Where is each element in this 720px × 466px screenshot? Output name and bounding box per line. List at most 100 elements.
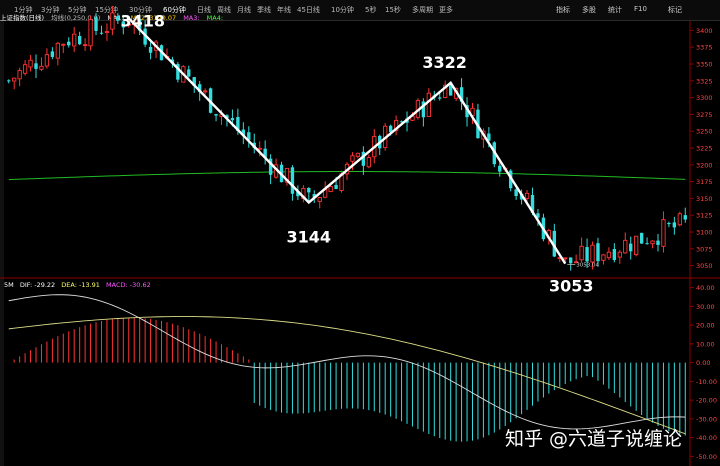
candle-body: [7, 80, 11, 82]
candle-body: [296, 191, 300, 197]
macd-tick-label: 20.00: [696, 322, 715, 330]
candle-body: [334, 184, 338, 189]
candle-body: [176, 64, 180, 80]
price-tick-label: 3300: [696, 94, 713, 102]
candle-body: [667, 222, 671, 225]
tab-period-15[interactable]: 多周期: [412, 6, 433, 14]
candle-body: [148, 46, 153, 53]
candle-body: [661, 219, 666, 247]
toolbar-button-2[interactable]: 统计: [608, 6, 622, 14]
candle-body: [563, 257, 568, 260]
stock-name: 上证指数(日线): [0, 14, 45, 22]
candle-body: [683, 215, 687, 220]
candle-body: [465, 105, 469, 118]
dea-value: DEA: -13.91: [61, 281, 100, 289]
tab-period-1[interactable]: 3分钟: [41, 6, 60, 14]
pivot-label: 3322: [422, 53, 467, 72]
tab-period-12[interactable]: 10分钟: [331, 6, 354, 14]
toolbar-button-4[interactable]: 标记: [668, 6, 682, 14]
candle-body: [645, 243, 649, 245]
tab-period-3[interactable]: 15分钟: [95, 6, 118, 14]
candle-body: [498, 165, 502, 172]
candle-body: [569, 257, 573, 264]
candle-body: [448, 85, 453, 96]
macd-tick-label: 10.00: [696, 340, 715, 348]
tab-period-10[interactable]: 年线: [277, 6, 291, 14]
price-tick-label: 3275: [696, 111, 713, 119]
candle-body: [257, 147, 262, 150]
price-tick-label: 3050: [696, 262, 713, 270]
candle-body: [214, 114, 218, 116]
candle-body: [530, 195, 535, 213]
candle-body: [225, 115, 229, 119]
candle-body: [601, 254, 606, 261]
candle-body: [307, 187, 311, 193]
tab-period-7[interactable]: 周线: [217, 6, 231, 14]
macd-tick-label: -50.00: [696, 453, 717, 461]
dif-line: [8, 294, 686, 430]
toolbar-button-1[interactable]: 多股: [582, 6, 596, 14]
indicator-name: 均线(0,250,0,0): [51, 14, 101, 22]
candle-body: [197, 84, 202, 93]
tab-period-5[interactable]: 60分钟: [163, 6, 186, 14]
macd-tick-label: 30.00: [696, 303, 715, 311]
tab-period-2[interactable]: 5分钟: [68, 6, 87, 14]
candle-body: [361, 151, 366, 166]
candle-body: [241, 129, 246, 136]
candle-body: [650, 240, 655, 245]
tab-period-13[interactable]: 5秒: [365, 6, 377, 14]
price-tick-label: 3250: [696, 128, 713, 136]
tab-period-14[interactable]: 15秒: [385, 6, 401, 14]
candle-body: [110, 12, 115, 30]
macd-period: 5M: [4, 281, 14, 289]
price-tick-label: 3350: [696, 61, 713, 69]
candle-body: [44, 54, 50, 67]
tab-period-11[interactable]: 45日线: [297, 6, 320, 14]
tab-period-8[interactable]: 月线: [237, 6, 251, 14]
macd-tick-label: -30.00: [696, 415, 717, 423]
candle-body: [77, 36, 82, 45]
candle-body: [399, 121, 404, 123]
candle-body: [268, 158, 273, 175]
price-tick-label: 3100: [696, 229, 713, 237]
tab-period-9[interactable]: 季线: [257, 6, 271, 14]
candle-body: [203, 90, 208, 93]
candle-body: [388, 125, 393, 132]
ma2-value: MA2: 3190.07: [130, 14, 177, 22]
candle-body: [617, 251, 622, 258]
tab-period-16[interactable]: 更多: [439, 6, 453, 14]
candle-body: [116, 16, 120, 21]
candle-body: [50, 51, 55, 57]
low-value-label: 3053.04: [576, 263, 599, 269]
toolbar-button-3[interactable]: F10: [634, 5, 647, 13]
candle-body: [552, 230, 557, 257]
candle-body: [192, 77, 196, 86]
ma3-value: MA3:: [183, 14, 200, 22]
price-tick-label: 3325: [696, 77, 713, 85]
candle-body: [585, 247, 589, 262]
macd-tick-label: -20.00: [696, 397, 717, 405]
tab-period-4[interactable]: 30分钟: [129, 6, 152, 14]
price-tick-label: 3125: [696, 212, 713, 220]
dea-line: [8, 316, 686, 435]
candle-body: [290, 167, 295, 194]
candle-body: [421, 101, 426, 118]
candle-body: [12, 77, 17, 82]
candle-body: [317, 197, 322, 202]
watermark-text: 知乎 @六道子说缠论: [505, 428, 683, 450]
candle-body: [438, 97, 442, 99]
candle-body: [629, 243, 633, 252]
candle-body: [623, 239, 628, 254]
candle-body: [366, 157, 371, 168]
tab-period-6[interactable]: 日线: [197, 6, 211, 14]
toolbar-button-0[interactable]: 指标: [556, 6, 570, 14]
tab-period-0[interactable]: 1分钟: [14, 6, 33, 14]
price-tick-label: 3150: [696, 195, 713, 203]
candle-body: [536, 213, 540, 218]
candle-body: [574, 261, 579, 264]
candle-body: [514, 189, 518, 197]
candle-body: [39, 65, 44, 70]
price-tick-label: 3075: [696, 245, 713, 253]
macd-tick-label: -40.00: [696, 434, 717, 442]
